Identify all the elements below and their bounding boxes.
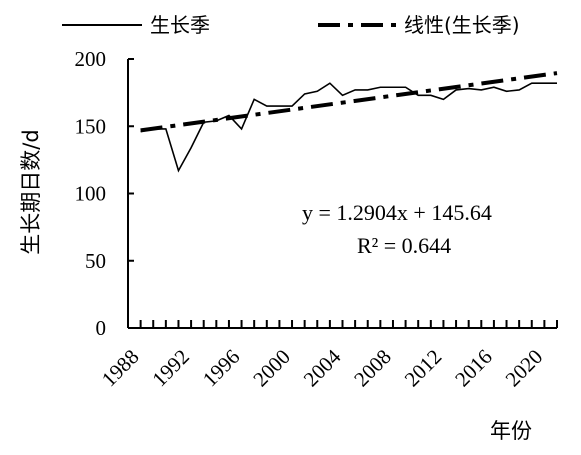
x-tick-label: 2016 — [450, 345, 497, 392]
x-axis-title: 年份 — [490, 419, 532, 443]
y-tick-label: 50 — [85, 249, 106, 273]
growing-season-series — [140, 82, 557, 173]
x-tick-label: 1988 — [97, 345, 144, 392]
regression-equation: y = 1.2904x + 145.64 — [302, 200, 492, 225]
legend: 生长季 线性(生长季) — [62, 13, 520, 37]
x-tick-label: 1992 — [147, 345, 194, 392]
x-ticks: 1988 1992 1996 2000 2004 2008 2012 2016 2020 — [97, 320, 558, 392]
legend-label-series-1: 生长季 — [150, 13, 210, 37]
r-squared-label: R² = 0.644 — [357, 233, 451, 258]
y-tick-label: 200 — [75, 47, 107, 71]
x-tick-label: 2000 — [248, 345, 295, 392]
x-tick-label: 1996 — [198, 345, 245, 392]
y-tick-label: 100 — [75, 182, 107, 206]
legend-label-series-2: 线性(生长季) — [404, 13, 520, 37]
y-tick-label: 0 — [96, 316, 107, 340]
series-layer — [140, 71, 558, 173]
y-axis-title: 生长期日数/d — [19, 129, 43, 254]
y-ticks: 0 50 100 150 200 — [75, 47, 134, 340]
x-tick-label: 2012 — [400, 345, 447, 392]
x-tick-label: 2020 — [501, 345, 548, 392]
trendline-series — [140, 71, 558, 133]
x-tick-label: 2004 — [299, 344, 346, 391]
y-tick-label: 150 — [75, 114, 107, 138]
x-tick-label: 2008 — [349, 345, 396, 392]
